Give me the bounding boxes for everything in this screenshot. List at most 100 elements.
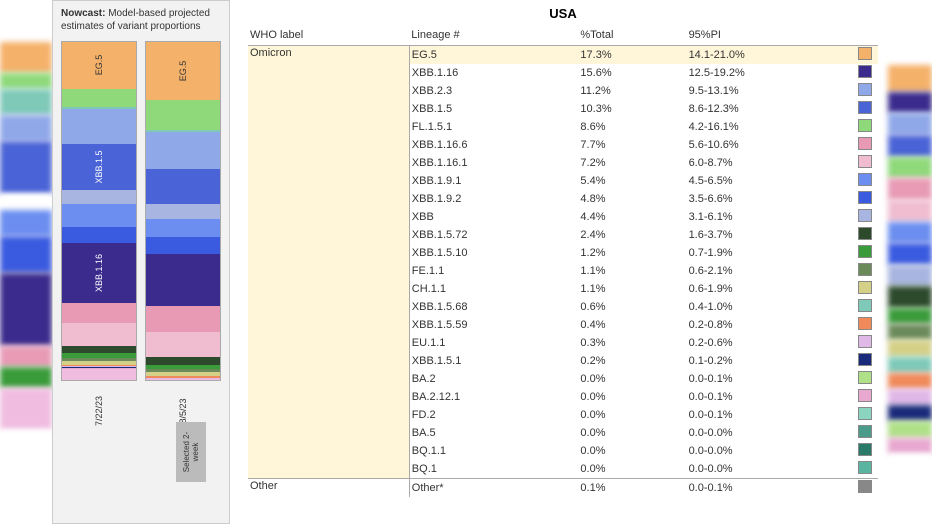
bar-segment[interactable]: EG.5 (146, 42, 220, 100)
pi-cell: 0.6-2.1% (687, 262, 856, 280)
header-lineage: Lineage # (409, 27, 578, 46)
lineage-cell[interactable]: XBB (409, 208, 578, 226)
bar-segment[interactable] (146, 169, 220, 204)
lineage-cell[interactable]: BQ.1.1 (409, 442, 578, 460)
lineage-cell[interactable]: EU.1.1 (409, 334, 578, 352)
header-pi: 95%PI (687, 27, 856, 46)
pi-cell: 9.5-13.1% (687, 82, 856, 100)
lineage-cell[interactable]: Other* (409, 479, 578, 498)
pi-cell: 12.5-19.2% (687, 64, 856, 82)
pi-cell: 1.6-3.7% (687, 226, 856, 244)
color-swatch (858, 65, 872, 78)
stacked-bar-1[interactable]: EG.5 (145, 41, 221, 381)
color-swatch (858, 281, 872, 294)
table-body: OmicronEG.517.3%14.1-21.0%XBB.1.1615.6%1… (248, 46, 878, 498)
color-swatch (858, 227, 872, 240)
swatch-cell (856, 226, 878, 244)
swatch-cell (856, 298, 878, 316)
pct-cell: 1.1% (578, 262, 686, 280)
bar-segment[interactable] (62, 109, 136, 144)
bar-segment[interactable] (62, 190, 136, 204)
lineage-cell[interactable]: XBB.1.5.1 (409, 352, 578, 370)
lineage-cell[interactable]: XBB.1.16.1 (409, 154, 578, 172)
lineage-cell[interactable]: XBB.1.9.2 (409, 190, 578, 208)
pi-cell: 8.6-12.3% (687, 100, 856, 118)
bar-segment[interactable] (146, 132, 220, 170)
bar-segment[interactable] (146, 357, 220, 365)
bar-segment[interactable] (146, 219, 220, 237)
bar-segment[interactable] (62, 303, 136, 324)
lineage-cell[interactable]: XBB.1.5.10 (409, 244, 578, 262)
bar-segment-label: XBB.1.5 (94, 151, 104, 184)
bar-segment[interactable] (146, 100, 220, 129)
color-swatch (858, 245, 872, 258)
lineage-cell[interactable]: XBB.1.5 (409, 100, 578, 118)
lineage-cell[interactable]: XBB.1.5.68 (409, 298, 578, 316)
bar-segment[interactable]: XBB.1.16 (62, 243, 136, 302)
pct-cell: 0.2% (578, 352, 686, 370)
bar-segment-label: EG.5 (178, 61, 188, 82)
color-swatch (858, 173, 872, 186)
swatch-cell (856, 46, 878, 65)
swatch-cell (856, 64, 878, 82)
pct-cell: 0.6% (578, 298, 686, 316)
pct-cell: 0.0% (578, 424, 686, 442)
stacked-bar-0[interactable]: EG.5 XBB.1.5 XBB.1.16 (61, 41, 137, 381)
lineage-cell[interactable]: BA.5 (409, 424, 578, 442)
bar-segment[interactable] (62, 204, 136, 227)
swatch-cell (856, 334, 878, 352)
pct-cell: 1.1% (578, 280, 686, 298)
lineage-cell[interactable]: XBB.1.5.59 (409, 316, 578, 334)
pi-cell: 0.0-0.1% (687, 370, 856, 388)
color-swatch (858, 461, 872, 474)
pct-cell: 0.0% (578, 388, 686, 406)
bar-segment[interactable] (62, 346, 136, 353)
lineage-cell[interactable]: XBB.1.5.72 (409, 226, 578, 244)
lineage-cell[interactable]: CH.1.1 (409, 280, 578, 298)
bar-segment[interactable]: EG.5 (62, 42, 136, 89)
lineage-cell[interactable]: BQ.1 (409, 460, 578, 479)
bar-segment[interactable] (62, 89, 136, 108)
bar-segment[interactable] (146, 306, 220, 332)
bar-segment[interactable] (146, 332, 220, 356)
lineage-cell[interactable]: FE.1.1 (409, 262, 578, 280)
lineage-cell[interactable]: FD.2 (409, 406, 578, 424)
pi-cell: 0.0-0.1% (687, 479, 856, 498)
pi-cell: 14.1-21.0% (687, 46, 856, 65)
lineage-cell[interactable]: FL.1.5.1 (409, 118, 578, 136)
bar-segment[interactable]: XBB.1.5 (62, 144, 136, 190)
lineage-cell[interactable]: XBB.1.16 (409, 64, 578, 82)
lineage-cell[interactable]: XBB.1.9.1 (409, 172, 578, 190)
pct-cell: 7.2% (578, 154, 686, 172)
data-table-panel: USA WHO label Lineage # %Total 95%PI Omi… (230, 0, 888, 524)
header-who: WHO label (248, 27, 409, 46)
bar-segment[interactable] (146, 204, 220, 219)
main-content: Nowcast: Model-based projected estimates… (52, 0, 888, 524)
color-swatch (858, 480, 872, 493)
lineage-cell[interactable]: BA.2.12.1 (409, 388, 578, 406)
nowcast-label-bold: Nowcast: (61, 8, 105, 19)
bar-segment[interactable] (62, 323, 136, 346)
variants-table: WHO label Lineage # %Total 95%PI Omicron… (248, 27, 878, 497)
swatch-cell (856, 424, 878, 442)
lineage-cell[interactable]: BA.2 (409, 370, 578, 388)
pi-cell: 0.0-0.1% (687, 406, 856, 424)
color-swatch (858, 209, 872, 222)
pi-cell: 0.4-1.0% (687, 298, 856, 316)
table-header-row: WHO label Lineage # %Total 95%PI (248, 27, 878, 46)
bar-segment[interactable] (146, 254, 220, 307)
pi-cell: 0.0-0.1% (687, 388, 856, 406)
lineage-cell[interactable]: XBB.2.3 (409, 82, 578, 100)
date-label-0: 7/22/23 (75, 373, 123, 449)
blur-decoration-right (888, 0, 932, 524)
header-pct: %Total (578, 27, 686, 46)
lineage-cell[interactable]: XBB.1.16.6 (409, 136, 578, 154)
pi-cell: 0.2-0.6% (687, 334, 856, 352)
pi-cell: 6.0-8.7% (687, 154, 856, 172)
pct-cell: 8.6% (578, 118, 686, 136)
lineage-cell[interactable]: EG.5 (409, 46, 578, 65)
bar-segment[interactable] (62, 227, 136, 244)
bar-segment[interactable] (146, 237, 220, 253)
color-swatch (858, 155, 872, 168)
color-swatch (858, 353, 872, 366)
